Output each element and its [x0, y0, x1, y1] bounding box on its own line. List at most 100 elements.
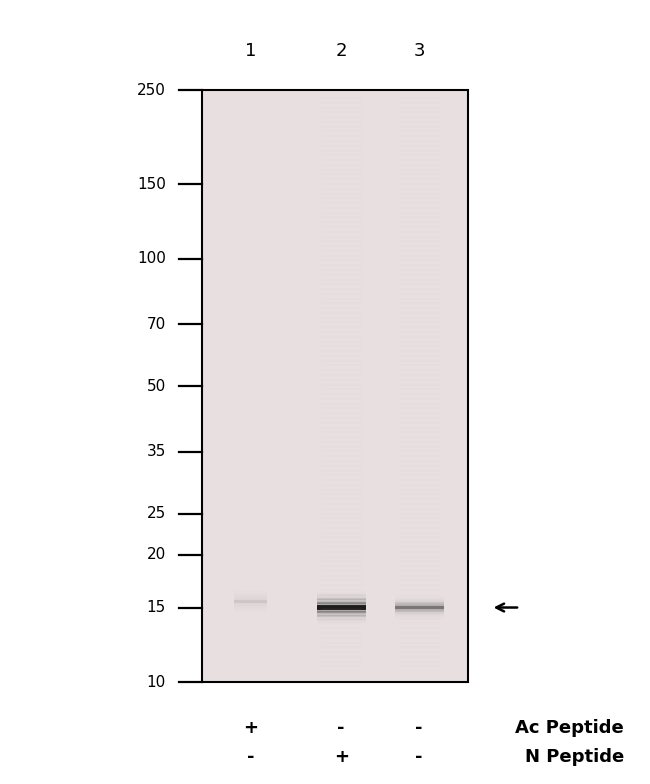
Bar: [317, 611, 365, 613]
Bar: [395, 597, 443, 600]
Bar: [234, 606, 266, 608]
Bar: [395, 612, 443, 613]
Bar: [317, 622, 365, 623]
Bar: [317, 597, 365, 599]
Text: +: +: [333, 748, 349, 765]
Bar: [317, 626, 365, 627]
Bar: [395, 614, 443, 615]
Bar: [395, 611, 443, 612]
Bar: [317, 614, 365, 615]
Bar: [317, 603, 365, 605]
Bar: [234, 593, 266, 595]
Bar: [317, 608, 365, 611]
Text: N Peptide: N Peptide: [525, 748, 624, 765]
Bar: [395, 600, 443, 601]
Bar: [317, 589, 365, 591]
Bar: [234, 613, 266, 615]
Bar: [317, 607, 365, 609]
Bar: [202, 90, 468, 682]
Bar: [234, 611, 266, 612]
Bar: [317, 598, 365, 600]
Text: 50: 50: [146, 379, 166, 394]
Bar: [395, 606, 443, 608]
Text: 25: 25: [146, 506, 166, 521]
Bar: [395, 597, 443, 598]
Bar: [234, 610, 266, 612]
Text: 10: 10: [146, 674, 166, 690]
Bar: [234, 597, 266, 598]
Bar: [395, 608, 443, 610]
Bar: [395, 606, 443, 609]
Bar: [234, 599, 266, 601]
Bar: [317, 596, 365, 597]
Bar: [395, 617, 443, 619]
Bar: [317, 588, 365, 590]
Bar: [234, 593, 266, 594]
Bar: [234, 604, 266, 606]
Bar: [317, 619, 365, 621]
Bar: [395, 615, 443, 616]
Bar: [317, 594, 365, 596]
Bar: [317, 604, 365, 607]
Bar: [317, 616, 365, 619]
Bar: [395, 622, 443, 623]
Bar: [395, 603, 443, 604]
Bar: [234, 587, 266, 589]
Bar: [395, 594, 443, 596]
Bar: [234, 590, 266, 592]
Bar: [395, 596, 443, 597]
Bar: [395, 620, 443, 622]
Bar: [234, 615, 266, 616]
Bar: [234, 595, 266, 597]
Bar: [317, 620, 365, 622]
Text: 3: 3: [413, 42, 425, 60]
Bar: [317, 622, 365, 625]
Bar: [395, 605, 443, 607]
Bar: [317, 592, 365, 593]
Text: 250: 250: [137, 82, 166, 98]
Text: Ac Peptide: Ac Peptide: [515, 719, 624, 736]
Bar: [234, 589, 266, 590]
Text: +: +: [242, 719, 258, 736]
Bar: [395, 621, 443, 622]
Text: -: -: [337, 719, 345, 736]
Bar: [234, 609, 266, 611]
Bar: [317, 605, 365, 610]
Bar: [317, 593, 365, 595]
Bar: [234, 601, 266, 602]
Bar: [395, 608, 443, 609]
Bar: [234, 594, 266, 596]
Bar: [317, 606, 365, 608]
Bar: [234, 591, 266, 593]
Bar: [234, 612, 266, 613]
Bar: [317, 612, 365, 615]
Bar: [234, 614, 266, 615]
Text: 15: 15: [146, 600, 166, 615]
Text: 150: 150: [137, 176, 166, 191]
Bar: [317, 624, 365, 626]
Text: 2: 2: [335, 42, 347, 60]
Bar: [317, 601, 365, 603]
Bar: [234, 597, 266, 599]
Bar: [234, 586, 266, 588]
Bar: [234, 602, 266, 604]
Bar: [317, 590, 365, 592]
Bar: [395, 615, 443, 617]
Text: -: -: [246, 748, 254, 765]
Bar: [317, 610, 365, 612]
Bar: [234, 605, 266, 607]
Text: 100: 100: [137, 251, 166, 266]
Bar: [395, 593, 443, 595]
Bar: [395, 619, 443, 620]
Bar: [234, 598, 266, 600]
Text: 70: 70: [146, 317, 166, 332]
Bar: [395, 591, 443, 593]
Bar: [395, 593, 443, 594]
Bar: [317, 618, 365, 619]
Bar: [234, 603, 266, 604]
Bar: [395, 602, 443, 604]
Bar: [234, 590, 266, 591]
Text: -: -: [415, 748, 423, 765]
Bar: [395, 618, 443, 619]
Text: -: -: [415, 719, 423, 736]
